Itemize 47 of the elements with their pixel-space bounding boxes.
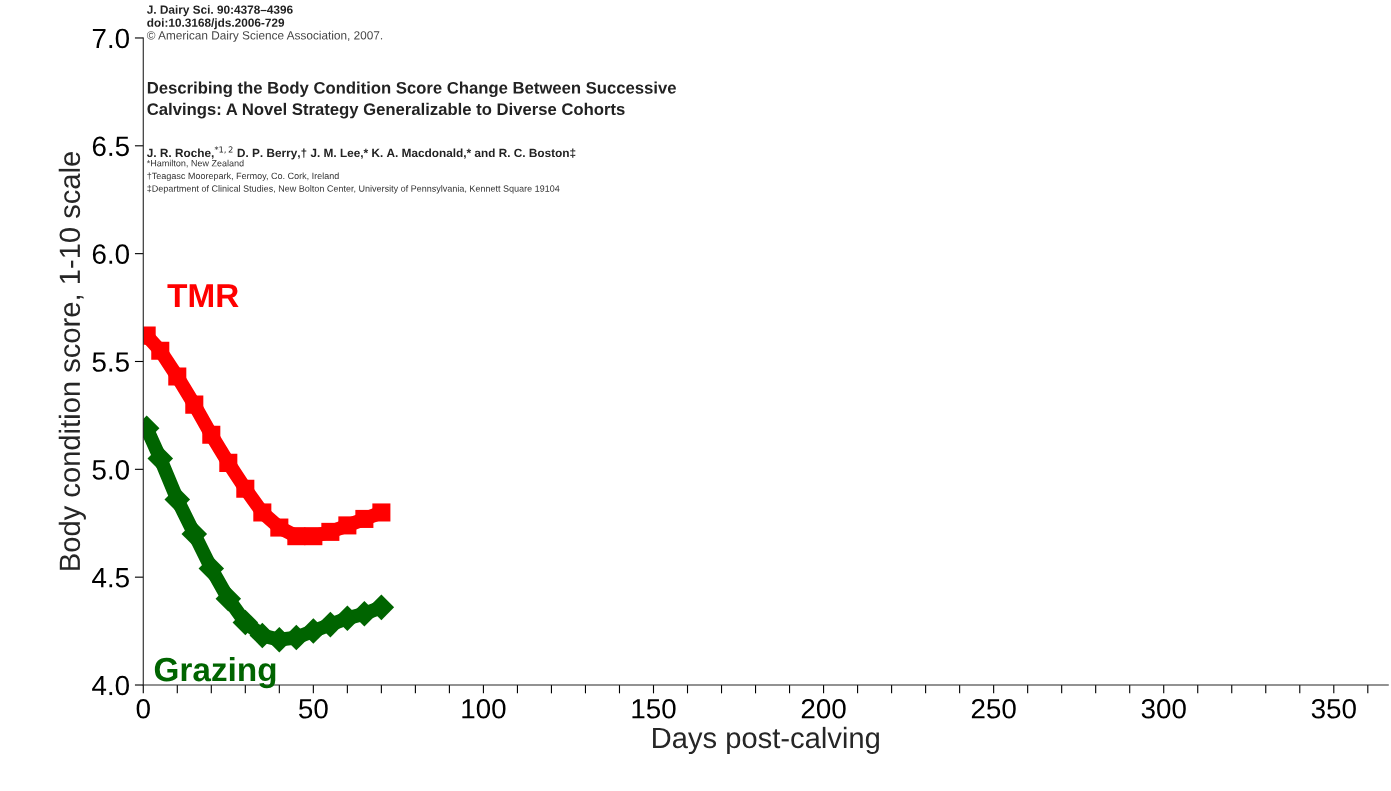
point <box>253 503 272 522</box>
point <box>215 585 242 612</box>
x-tick-label: 200 <box>801 698 846 719</box>
point <box>164 486 191 513</box>
series-label: TMR <box>167 284 239 308</box>
point <box>181 521 208 547</box>
point <box>304 527 323 546</box>
y-tick-label: 7.0 <box>92 28 129 49</box>
x-tick-label: 100 <box>462 698 506 719</box>
y-tick-label: 5.0 <box>92 460 129 480</box>
text: doi:10.3168/jds.2006-729 <box>147 18 285 30</box>
x-axis-title: Days post-calving <box>653 726 879 755</box>
annotation: *Hamilton, New Zealand <box>146 159 244 168</box>
y-tick-label: 6.5 <box>92 136 129 157</box>
y-axis-title: Body condition score, 1-10 scale <box>58 152 86 570</box>
point <box>232 609 259 636</box>
point <box>219 453 238 472</box>
y-tick-label: 4.0 <box>92 675 129 696</box>
y-tick-label: 6.0 <box>92 244 129 264</box>
x-tick-label: 150 <box>632 698 676 719</box>
x-tick-label: 350 <box>1311 698 1356 719</box>
annotation: © American Dairy Science Association, 2007. <box>146 30 383 42</box>
point <box>270 518 289 537</box>
point <box>202 425 221 444</box>
annotation: †Teagasc Moorepark, Fermoy, Co. Cork, Ireland <box>147 172 339 181</box>
point <box>198 555 225 582</box>
point <box>236 479 255 498</box>
annotation: ‡Department of Clinical Studies, New Bolton Center, University of Pennsylvania, Kennett Square 19104 <box>147 185 560 194</box>
y-tick-label: 4.5 <box>92 568 129 588</box>
text: J. Dairy Sci. 90:4378–4396 <box>146 5 293 17</box>
point <box>151 341 170 360</box>
annotation: J. R. Roche,$^{*1,2}$ D. P. Berry,† J. M. Lee,* K. A. Macdonald,* and R. C. Boston‡ <box>146 146 576 160</box>
annotation: Calvings: A Novel Strategy Generalizable to Diverse Cohorts <box>147 102 625 119</box>
x-tick-label: 0 <box>136 698 150 719</box>
y-tick-label: 5.5 <box>92 352 129 372</box>
series-label: Grazing <box>154 656 276 689</box>
point <box>338 516 357 535</box>
point <box>372 503 391 522</box>
point <box>168 367 187 386</box>
x-tick-label: 50 <box>299 698 328 719</box>
point <box>321 522 340 541</box>
annotation: Describing the Body Condition Score Change Between Successive <box>147 81 676 98</box>
point <box>185 395 204 414</box>
point <box>355 509 374 528</box>
point <box>287 527 306 546</box>
x-tick-label: 250 <box>971 698 1016 719</box>
x-tick-label: 300 <box>1141 698 1186 719</box>
